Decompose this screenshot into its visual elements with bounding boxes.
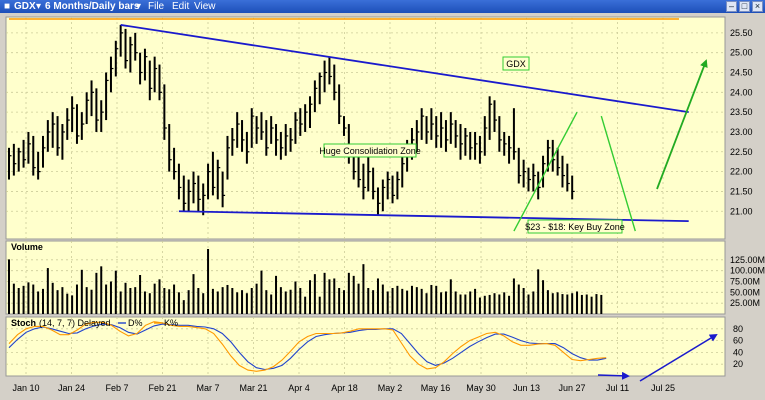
x-tick-label: Jul 25: [651, 383, 675, 393]
stoch-panel: [5, 316, 726, 377]
title-bar: ■ GDX ▾ 6 Months/Daily bars ▾ File Edit …: [0, 0, 765, 13]
price-tick-label: 23.50: [730, 107, 753, 117]
stoch-legend-label: K%: [164, 318, 178, 328]
x-tick-label: Jun 27: [558, 383, 585, 393]
menu-view[interactable]: View: [194, 1, 216, 12]
volume-panel-title: Volume: [11, 242, 43, 252]
x-tick-label: Apr 4: [288, 383, 310, 393]
x-tick-label: Jan 10: [12, 383, 39, 393]
stoch-params-label: (14, 7, 7) Delayed: [39, 318, 111, 328]
app-icon: ■: [4, 1, 11, 12]
volume-tick-label: 75.00M: [730, 277, 760, 287]
annotation-consolidation-zone-box: [323, 143, 417, 158]
price-tick-label: 23.00: [730, 127, 753, 137]
green-breakout-arrow: [656, 59, 708, 190]
menu-edit[interactable]: Edit: [172, 1, 190, 12]
stoch-legend-label: D%: [128, 318, 143, 328]
volume-tick-label: 125.00M: [730, 255, 765, 265]
menu-file[interactable]: File: [148, 1, 165, 12]
x-tick-label: Jul 11: [606, 383, 629, 393]
annotation-key-buy-zone: $23 - $18: Key Buy Zone: [525, 222, 625, 232]
wedge-left-line: [513, 111, 578, 232]
upper-trendline: [120, 24, 689, 114]
x-tick-label: Apr 18: [331, 383, 358, 393]
chevron-down-icon[interactable]: ▾: [136, 1, 142, 12]
stoch-tick-label: 60: [733, 336, 743, 346]
volume-tick-label: 50.00M: [730, 287, 760, 297]
x-tick-label: May 16: [421, 383, 451, 393]
x-tick-label: May 30: [466, 383, 496, 393]
price-tick-label: 24.00: [730, 87, 753, 97]
wedge-right-line: [600, 115, 636, 232]
annotation-key-buy-zone-box: [527, 219, 623, 234]
stoch-flat-arrow: [597, 371, 630, 380]
annotation-consolidation-zone: Huge Consolidation Zone: [319, 146, 421, 156]
symbol-title: GDX: [14, 1, 36, 12]
x-tick-label: Mar 21: [239, 383, 267, 393]
close-button[interactable]: ×: [752, 1, 763, 12]
x-tick-label: Jan 24: [58, 383, 85, 393]
annotation-symbol: GDX: [506, 59, 526, 69]
stoch-panel-title: Stoch: [11, 318, 36, 328]
annotation-symbol-box: [502, 56, 530, 71]
x-tick-label: Jun 13: [513, 383, 540, 393]
stoch-line-k: [8, 321, 607, 372]
price-tick-label: 21.00: [730, 206, 753, 216]
stoch-tick-label: 20: [733, 359, 743, 369]
chart-canvas: GDX Huge Consolidation Zone $23 - $18: Key…: [5, 16, 765, 393]
maximize-button[interactable]: □: [739, 1, 750, 12]
x-tick-label: May 2: [378, 383, 403, 393]
chevron-down-icon[interactable]: ▾: [36, 1, 42, 12]
stoch-tick-label: 40: [733, 347, 743, 357]
stoch-up-arrow: [639, 333, 718, 382]
price-tick-label: 24.50: [730, 68, 753, 78]
price-tick-label: 25.00: [730, 48, 753, 58]
price-tick-label: 22.00: [730, 167, 753, 177]
price-tick-label: 21.50: [730, 186, 753, 196]
volume-tick-label: 25.00M: [730, 298, 760, 308]
price-tick-label: 25.50: [730, 28, 753, 38]
x-tick-label: Mar 7: [196, 383, 219, 393]
stoch-tick-label: 80: [733, 324, 743, 334]
price-tick-label: 22.50: [730, 147, 753, 157]
volume-tick-label: 100.00M: [730, 266, 765, 276]
x-tick-label: Feb 7: [105, 383, 128, 393]
period-selector[interactable]: 6 Months/Daily bars: [45, 1, 140, 12]
minimize-button[interactable]: –: [726, 1, 737, 12]
x-tick-label: Feb 21: [148, 383, 176, 393]
